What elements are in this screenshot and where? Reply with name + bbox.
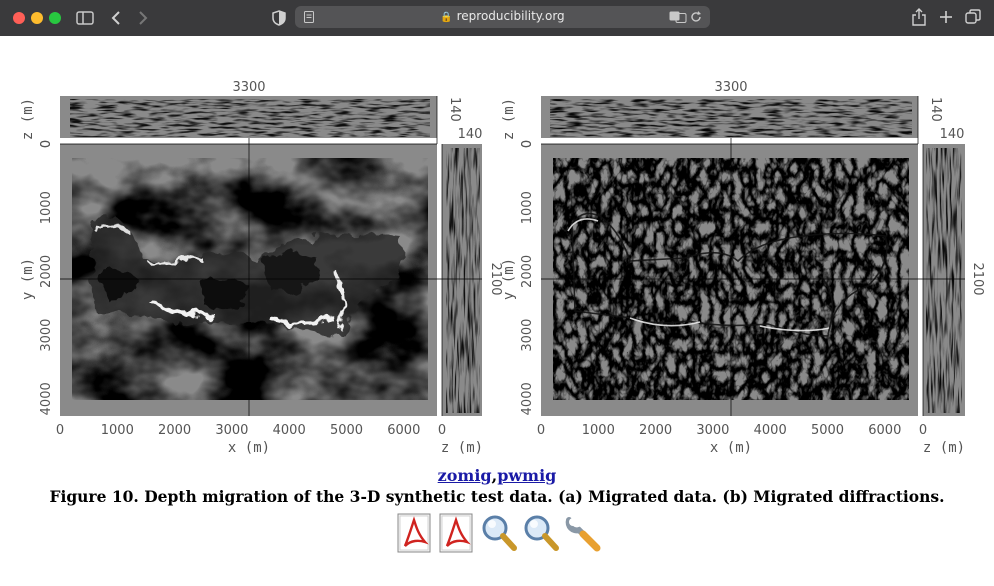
magnifier-icon[interactable] [521, 512, 561, 554]
browser-toolbar: 🔒 reproducibility.org [0, 0, 994, 36]
panel-a-y-tick: 3000 [39, 319, 54, 352]
sidebar-icon[interactable] [76, 11, 94, 25]
back-icon[interactable] [110, 10, 122, 26]
panel-a-y-tick: 4000 [39, 382, 54, 415]
panel-a-top-tick: 3300 [232, 80, 265, 95]
lock-icon: 🔒 [440, 12, 453, 23]
pdf-icon[interactable] [437, 512, 477, 554]
panel-b-right-side-tick: 140 [940, 127, 965, 142]
panel-b-y-tick: 3000 [520, 319, 535, 352]
panel-a-x-tick: 4000 [273, 423, 306, 438]
panel-a-side-x-tick: 0 [438, 423, 446, 438]
panel-a-side-tick: 2100 [488, 262, 503, 295]
panel-a-right-top-tick: 140 [447, 97, 462, 122]
panel-b-x-axis-label: x (m) [710, 440, 752, 456]
panel-b-y-axis-label: y (m) [501, 258, 517, 300]
panel-b-side-x-tick: 0 [919, 423, 927, 438]
tabs-icon[interactable] [965, 9, 981, 25]
panel-b-x-tick: 3000 [696, 423, 729, 438]
pdf-icon[interactable] [395, 512, 435, 554]
minimize-window-button[interactable] [31, 12, 43, 24]
panel-b-z-axis-label: z (m) [501, 98, 517, 140]
panel-a-side-axis-label: z (m) [441, 440, 483, 456]
panel-a-y-ticks: 0 1000 2000 3000 4000 [39, 140, 54, 415]
panel-b-x-tick: 5000 [811, 423, 844, 438]
address-bar[interactable]: 🔒 reproducibility.org [295, 6, 710, 28]
link-separator: , [491, 466, 498, 485]
panel-b-side-texture [926, 148, 962, 413]
panel-a-top-texture [70, 99, 430, 137]
panel-a-y-axis-label: y (m) [20, 258, 36, 300]
reload-icon[interactable] [690, 11, 702, 23]
figure-caption: Figure 10. Depth migration of the 3-D sy… [49, 487, 945, 506]
panel-b-x-tick: 1000 [582, 423, 615, 438]
panel-b-top-tick: 3300 [714, 80, 747, 95]
shield-icon[interactable] [272, 10, 286, 26]
panel-b-side-tick: 2100 [970, 262, 985, 295]
close-window-button[interactable] [13, 12, 25, 24]
panel-b-z-tick: 0 [520, 140, 535, 148]
wrench-icon[interactable] [563, 512, 603, 554]
panel-a-x-tick: 3000 [215, 423, 248, 438]
figure-10[interactable]: 3300 140 140 z (m) 0 y (m) 0 1000 2000 3000… [0, 36, 994, 466]
figure-links: zomig,pwmig [0, 466, 994, 485]
panel-a-x-tick: 2000 [158, 423, 191, 438]
panel-b-x-tick: 0 [537, 423, 545, 438]
panel-a-y-tick: 2000 [39, 255, 54, 288]
panel-b-y-tick: 2000 [520, 255, 535, 288]
url-label: reproducibility.org [456, 9, 565, 23]
panel-a: 3300 140 140 z (m) 0 y (m) 0 1000 2000 3000… [20, 80, 503, 456]
panel-a-side-texture [446, 148, 480, 413]
forward-icon[interactable] [137, 10, 149, 26]
panel-a-x-tick: 0 [56, 423, 64, 438]
panel-b-side-axis-label: z (m) [923, 440, 965, 456]
panel-a-right-side-tick: 140 [458, 127, 483, 142]
share-icon[interactable] [912, 8, 926, 26]
panel-a-y-tick: 1000 [39, 191, 54, 224]
panel-b-x-tick: 6000 [868, 423, 901, 438]
panel-b-y-tick: 1000 [520, 191, 535, 224]
panel-a-x-tick: 1000 [101, 423, 134, 438]
panel-b-x-ticks: 0 1000 2000 3000 4000 5000 6000 [537, 423, 901, 438]
panel-a-salt-body [92, 214, 403, 336]
panel-b-x-tick: 4000 [754, 423, 787, 438]
panel-a-z-tick: 0 [39, 140, 54, 148]
zomig-link[interactable]: zomig [437, 466, 492, 485]
pwmig-link[interactable]: pwmig [497, 466, 557, 485]
panel-b-y-tick: 4000 [520, 382, 535, 415]
zoom-window-button[interactable] [49, 12, 61, 24]
panel-b: 3300 140 140 z (m) 0 y (m) 0 1000 2000 3000… [501, 80, 985, 456]
panel-b-right-top-tick: 140 [928, 97, 943, 122]
panel-b-x-tick: 2000 [639, 423, 672, 438]
panel-a-x-tick: 6000 [387, 423, 420, 438]
panel-b-salt-outline [567, 212, 888, 337]
url-text: 🔒 reproducibility.org [295, 9, 710, 23]
panel-b-top-texture [550, 99, 912, 137]
panel-a-x-ticks: 0 1000 2000 3000 4000 5000 6000 [56, 423, 420, 438]
page-content: 3300 140 140 z (m) 0 y (m) 0 1000 2000 3000… [0, 36, 994, 586]
panel-b-y-tick: 0 [520, 140, 535, 148]
panel-a-y-tick: 0 [39, 140, 54, 148]
new-tab-icon[interactable] [939, 10, 953, 24]
reader-icon[interactable] [304, 11, 314, 23]
translate-icon[interactable] [669, 11, 687, 23]
panel-a-x-axis-label: x (m) [228, 440, 270, 456]
panel-a-z-axis-label: z (m) [20, 98, 36, 140]
magnifier-icon[interactable] [479, 512, 519, 554]
panel-a-x-tick: 5000 [330, 423, 363, 438]
panel-b-y-ticks: 0 1000 2000 3000 4000 [520, 140, 535, 415]
